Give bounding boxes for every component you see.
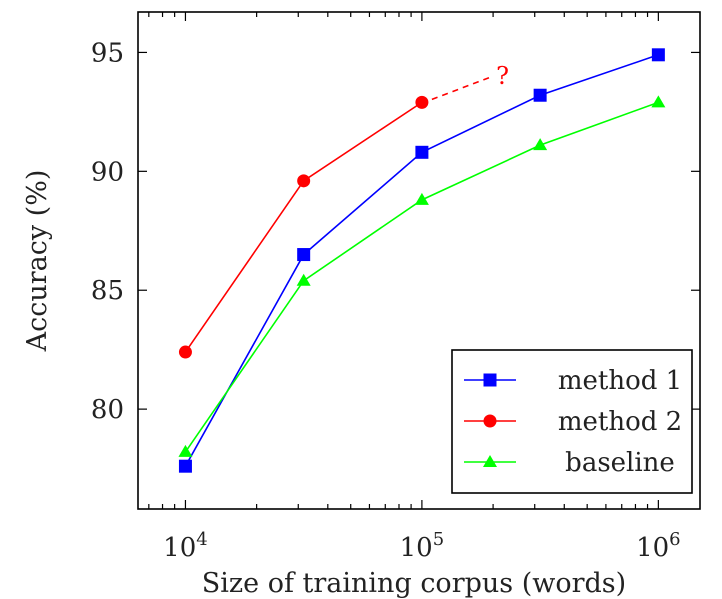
x-axis-label: Size of training corpus (words): [202, 568, 626, 599]
x-tick-label: 104: [163, 529, 208, 563]
extrapolation-line: [431, 75, 494, 101]
legend-marker: [483, 455, 497, 467]
series-baseline: [178, 95, 666, 457]
x-axis: 104 105 106: [148, 12, 681, 563]
series-method-2: [178, 95, 429, 359]
data-point: [178, 444, 193, 457]
data-point: [296, 273, 311, 286]
y-tick-label: 80: [91, 395, 124, 425]
x-tick-base: 10: [636, 533, 669, 563]
annotation-layer: ?: [431, 62, 509, 101]
data-point: [414, 192, 429, 205]
x-tick-label: 106: [636, 529, 681, 563]
legend-item: method 1: [464, 366, 682, 396]
data-point: [415, 95, 429, 109]
legend-item: baseline: [464, 448, 675, 478]
data-point: [297, 174, 311, 188]
x-tick-exponent: 4: [196, 529, 207, 550]
x-tick-exponent: 6: [669, 529, 680, 550]
data-point: [651, 48, 665, 62]
data-point: [297, 248, 311, 262]
data-point: [651, 95, 666, 108]
series-layer: [178, 48, 666, 473]
y-tick-label: 90: [91, 157, 124, 187]
y-axis-label: Accuracy (%): [22, 170, 53, 353]
series-method-1: [178, 48, 665, 473]
plot-area: [137, 11, 701, 510]
x-tick-base: 10: [163, 533, 196, 563]
legend-label: baseline: [565, 448, 675, 478]
x-tick-base: 10: [400, 533, 433, 563]
legend: method 1 method 2 baseline: [451, 349, 693, 494]
plot-frame: [137, 11, 701, 510]
annotation-text: ?: [496, 62, 509, 90]
data-point: [533, 138, 548, 151]
series-line: [184, 101, 423, 353]
data-point: [533, 88, 547, 102]
legend-marker: [483, 414, 497, 428]
legend-label: method 1: [558, 366, 682, 396]
data-point: [178, 459, 192, 473]
y-axis: 80 85 90 95: [91, 38, 700, 425]
legend-marker: [483, 373, 497, 387]
data-point: [415, 145, 429, 159]
y-tick-label: 85: [91, 276, 124, 306]
legend-item: method 2: [464, 407, 682, 437]
data-point: [178, 345, 192, 359]
y-tick-label: 95: [91, 38, 124, 68]
x-tick-label: 105: [400, 529, 445, 563]
legend-label: method 2: [558, 407, 682, 437]
x-tick-exponent: 5: [433, 529, 444, 550]
